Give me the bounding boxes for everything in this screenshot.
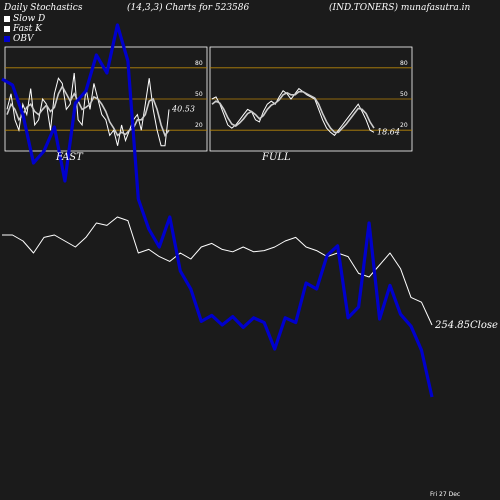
full-last-value-label: 18.64 <box>377 127 400 136</box>
chart-symbol: (IND.TONERS) munafasutra.in <box>329 3 471 13</box>
fast-tick-label: 50 <box>195 91 203 98</box>
chart-title: Daily Stochastics <box>4 3 83 13</box>
full-panel-label: FULL <box>262 152 291 163</box>
legend-item: Fast K <box>4 24 45 34</box>
full-tick-label: 50 <box>400 91 408 98</box>
chart-params: (14,3,3) Charts for 523586 <box>127 3 250 13</box>
fast-last-value-label: 40.53 <box>171 104 195 113</box>
legend-label: Fast K <box>13 24 42 34</box>
legend-swatch <box>4 26 10 32</box>
obv-line <box>1 23 434 398</box>
footer-date: Fri 27 Dec <box>430 491 461 498</box>
legend-swatch <box>4 16 10 22</box>
fast-series-fast-k <box>6 72 170 147</box>
legend-label: Slow D <box>13 14 46 24</box>
legend-label: OBV <box>13 34 34 44</box>
fast-tick-label: 20 <box>195 122 203 129</box>
legend: Slow D Fast K OBV <box>4 14 45 44</box>
full-tick-label: 80 <box>400 60 408 67</box>
full-tick-label: 20 <box>400 122 408 129</box>
full-series-fast-k <box>211 87 375 137</box>
price-line <box>2 216 433 326</box>
close-value-label: 254.85Close <box>434 320 498 331</box>
legend-item: Slow D <box>4 14 45 24</box>
fast-series-slow-d <box>6 84 170 138</box>
full-series-slow-d <box>211 90 375 134</box>
fast-tick-label: 80 <box>195 60 203 67</box>
fast-panel-label: FAST <box>56 152 83 163</box>
legend-item: OBV <box>4 34 45 44</box>
legend-swatch <box>4 36 10 42</box>
